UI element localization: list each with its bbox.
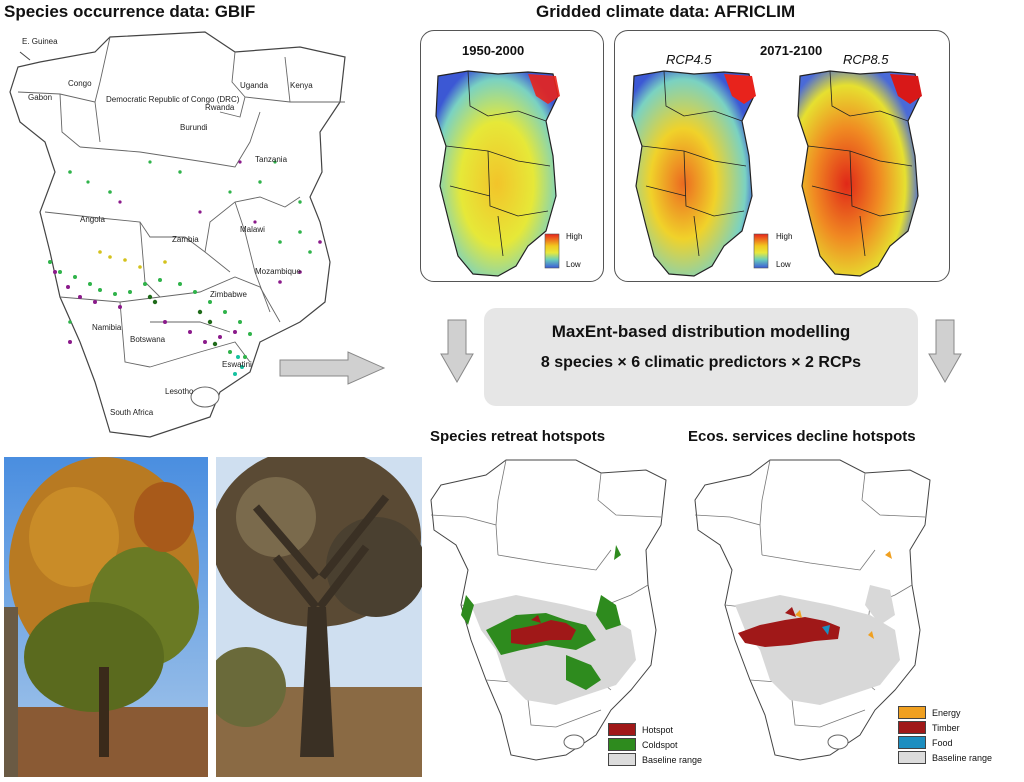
ecos-decline-map <box>694 459 931 761</box>
legend-label: Coldspot <box>642 739 678 750</box>
legend-label: Energy <box>932 707 961 718</box>
legend-item: Coldspot <box>608 737 702 752</box>
future-color-legend <box>753 233 769 269</box>
label-malawi: Malawi <box>240 225 265 234</box>
label-uganda: Uganda <box>240 81 269 90</box>
africlim-title: Gridded climate data: AFRICLIM <box>536 2 796 21</box>
label-south-africa: South Africa <box>110 408 154 417</box>
label-lesotho: Lesotho <box>165 387 194 396</box>
gbif-title: Species occurrence data: GBIF <box>4 2 256 21</box>
down-arrow-icon <box>440 319 474 384</box>
retreat-title: Species retreat hotspots <box>430 428 606 445</box>
baseline-legend-high: High <box>566 232 583 241</box>
label-angola: Angola <box>80 215 105 224</box>
label-burundi: Burundi <box>180 123 208 132</box>
legend-swatch-baseline <box>608 753 636 766</box>
legend-item: Baseline range <box>608 752 702 767</box>
baseline-legend-low: Low <box>566 260 581 269</box>
tree-photo-right <box>216 457 422 777</box>
process-title: MaxEnt-based distribution modelling <box>551 322 851 341</box>
legend-item: Energy <box>898 705 992 720</box>
process-subtitle: 8 species × 6 climatic predictors × 2 RC… <box>540 354 862 371</box>
rcp85-label: RCP8.5 <box>843 52 889 67</box>
legend-swatch-coldspot <box>608 738 636 751</box>
label-botswana: Botswana <box>130 335 166 344</box>
retreat-hotspot-map <box>430 459 667 761</box>
occurrence-dots <box>48 160 322 376</box>
future-period-label: 2071-2100 <box>760 43 823 58</box>
label-mozambique: Mozambique <box>255 267 301 276</box>
future-legend-high: High <box>776 232 793 241</box>
legend-label: Baseline range <box>642 754 703 765</box>
label-eswatini: Eswatini <box>222 360 252 369</box>
label-zambia: Zambia <box>172 235 199 244</box>
legend-item: Hotspot <box>608 722 702 737</box>
future-legend-low: Low <box>776 260 791 269</box>
label-congo: Congo <box>68 79 92 88</box>
lesotho-shape <box>190 386 220 408</box>
legend-swatch-hotspot <box>608 723 636 736</box>
label-drc: Democratic Republic of Congo (DRC) <box>106 95 240 104</box>
baseline-period-label: 1950-2000 <box>462 43 525 58</box>
label-gabon: Gabon <box>28 93 52 102</box>
legend-swatch-baseline <box>898 751 926 764</box>
ecos-title: Ecos. services decline hotspots <box>688 428 916 445</box>
legend-swatch-timber <box>898 721 926 734</box>
legend-label: Baseline range <box>932 752 993 763</box>
legend-label: Timber <box>932 722 960 733</box>
label-kenya: Kenya <box>290 81 313 90</box>
down-arrow-icon <box>928 319 962 384</box>
ecos-legend: Energy Timber Food Baseline range <box>898 705 992 765</box>
legend-item: Baseline range <box>898 750 992 765</box>
retreat-legend: Hotspot Coldspot Baseline range <box>608 722 702 767</box>
label-e-guinea: E. Guinea <box>22 37 58 46</box>
right-arrow-icon <box>279 351 386 385</box>
rcp85-climate-map <box>797 70 922 277</box>
gbif-occurrence-map: E. Guinea Gabon Congo Democratic Republi… <box>9 31 346 438</box>
tree-photo-left <box>4 457 208 777</box>
legend-label: Food <box>932 737 953 748</box>
label-namibia: Namibia <box>92 323 122 332</box>
label-tanzania: Tanzania <box>255 155 288 164</box>
legend-label: Hotspot <box>642 724 674 735</box>
legend-swatch-food <box>898 736 926 749</box>
legend-item: Food <box>898 735 992 750</box>
map-outline <box>9 31 346 438</box>
baseline-climate-map <box>435 70 560 277</box>
rcp45-label: RCP4.5 <box>666 52 712 67</box>
modelling-process-box: MaxEnt-based distribution modelling 8 sp… <box>484 308 918 406</box>
legend-item: Timber <box>898 720 992 735</box>
label-rwanda: Rwanda <box>205 103 235 112</box>
rcp45-climate-map <box>631 70 756 277</box>
legend-swatch-energy <box>898 706 926 719</box>
baseline-color-legend <box>544 233 560 269</box>
label-zimbabwe: Zimbabwe <box>210 290 247 299</box>
